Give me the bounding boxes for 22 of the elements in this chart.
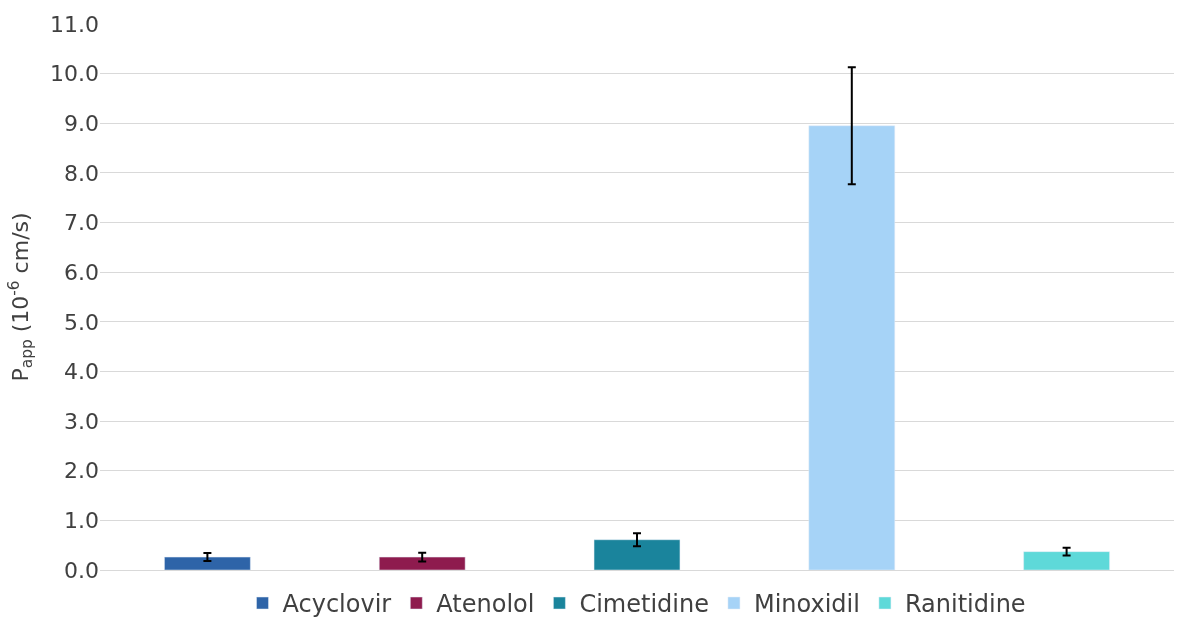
y-tick-label: 6.0 (64, 259, 99, 285)
y-tick-label: 0.0 (64, 557, 99, 583)
y-tick-label: 1.0 (64, 508, 99, 534)
legend-label: Cimetidine (579, 590, 709, 619)
y-tick-label: 2.0 (64, 458, 99, 484)
legend-label: Ranitidine (904, 590, 1026, 619)
legend-label: Minoxidil (753, 590, 860, 619)
y-tick-label: 8.0 (64, 160, 99, 186)
y-tick-label: 7.0 (64, 210, 99, 236)
y-tick-label: 11.0 (50, 11, 99, 37)
y-tick-label: 4.0 (64, 359, 99, 385)
y-tick-label: 5.0 (64, 309, 99, 335)
bar (378, 556, 466, 570)
legend-label: Atenolol (436, 590, 535, 619)
bar (593, 539, 681, 570)
y-tick-label: 10.0 (50, 61, 99, 87)
bar (164, 556, 251, 570)
y-tick-label: 3.0 (64, 408, 99, 434)
bar (1023, 551, 1110, 570)
legend-label: Acyclovir (282, 590, 392, 619)
bar (808, 125, 896, 570)
y-tick-label: 9.0 (64, 110, 99, 136)
